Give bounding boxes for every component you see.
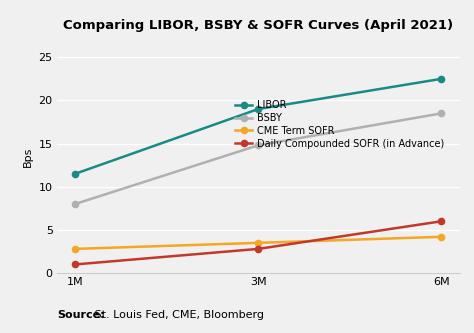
Title: Comparing LIBOR, BSBY & SOFR Curves (April 2021): Comparing LIBOR, BSBY & SOFR Curves (Apr…: [63, 19, 454, 32]
Text: St. Louis Fed, CME, Bloomberg: St. Louis Fed, CME, Bloomberg: [91, 310, 264, 320]
Legend: LIBOR, BSBY, CME Term SOFR, Daily Compounded SOFR (in Advance): LIBOR, BSBY, CME Term SOFR, Daily Compou…: [231, 96, 448, 153]
Text: Source:: Source:: [57, 310, 104, 320]
Y-axis label: Bps: Bps: [23, 146, 33, 167]
